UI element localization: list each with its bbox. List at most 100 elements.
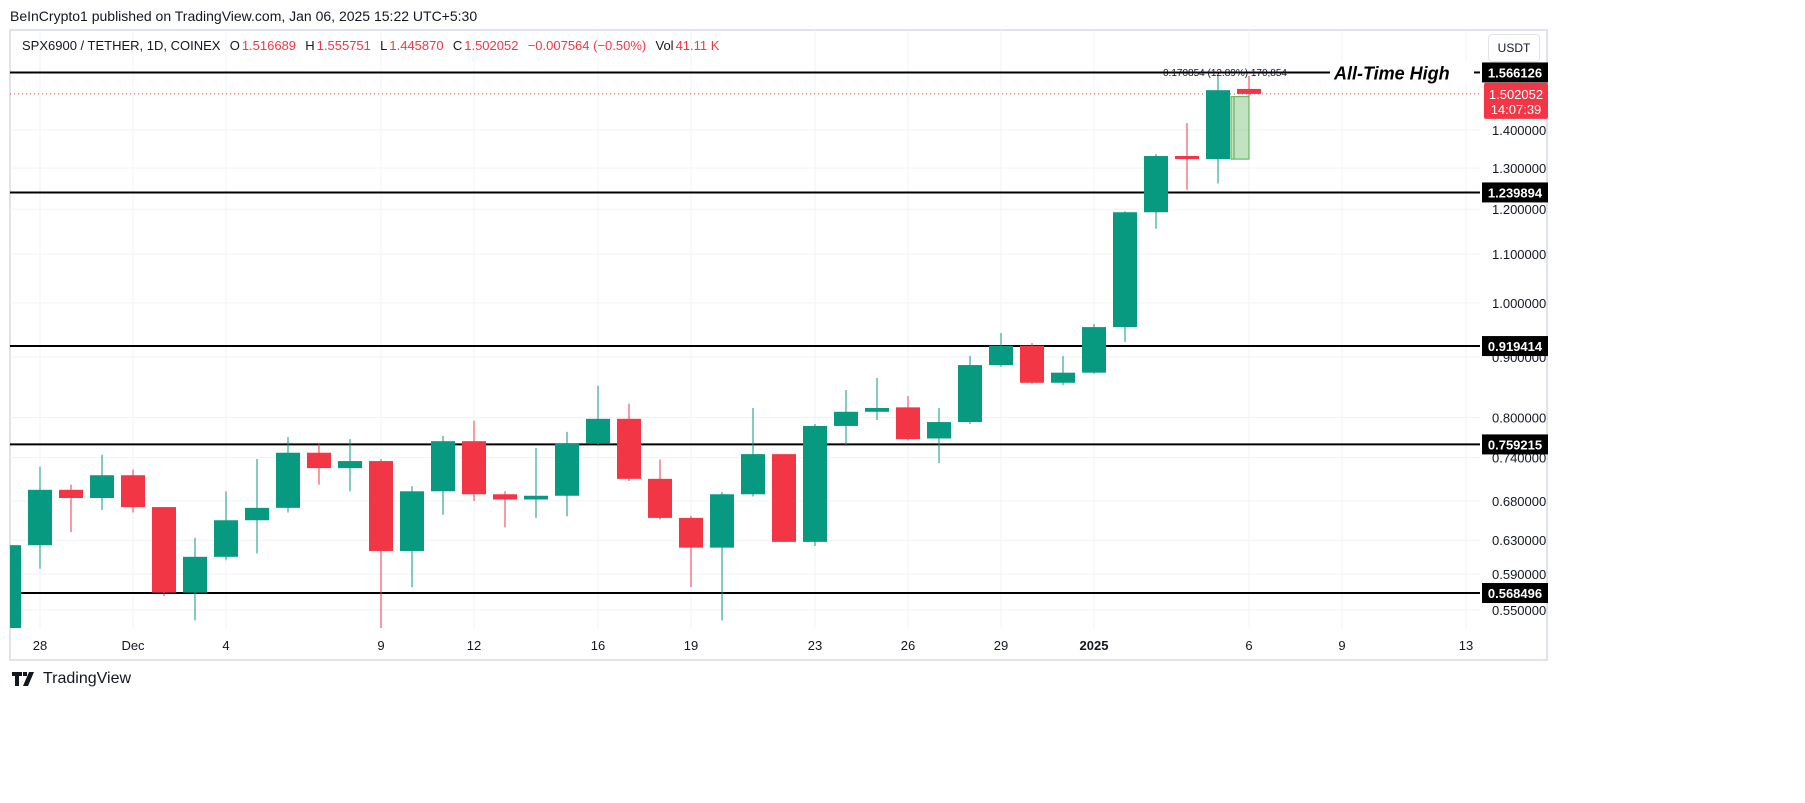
candle-body: [183, 556, 207, 593]
candle-up: [183, 537, 207, 621]
candle-down: [462, 420, 486, 502]
tradingview-logo-icon: [12, 672, 34, 686]
candle-body: [214, 520, 238, 557]
y-tick-label: 1.200000: [1492, 202, 1546, 217]
level-price-label-box: [1482, 583, 1548, 604]
level-price-label: 1.566126: [1488, 65, 1542, 80]
candle-up: [10, 545, 21, 628]
candle-body: [927, 422, 951, 439]
open-label: O: [229, 38, 240, 53]
tradingview-logo[interactable]: TradingView: [12, 670, 131, 688]
candle-up: [28, 466, 52, 569]
x-tick-label: 16: [591, 638, 605, 653]
x-tick-label: 13: [1459, 638, 1473, 653]
candle-body: [431, 441, 455, 492]
candle-body: [90, 475, 114, 499]
candle-body: [555, 443, 579, 496]
candle-body: [1237, 88, 1261, 94]
candle-down: [1175, 123, 1199, 190]
candle-body: [803, 425, 827, 542]
symbol-title[interactable]: SPX6900 / TETHER, 1D, COINEX: [22, 38, 221, 53]
level-price-label-box: [1482, 62, 1548, 83]
candle-body: [1051, 372, 1075, 383]
candle-up: [803, 423, 827, 546]
candle-down: [648, 459, 672, 520]
y-tick-label: 0.630000: [1492, 533, 1546, 548]
candle-up: [1206, 75, 1230, 184]
y-tick-label: 1.000000: [1492, 296, 1546, 311]
candle-body: [28, 489, 52, 546]
candle-body: [307, 452, 331, 469]
open-value: 1.516689: [241, 38, 297, 53]
publisher-line: BeInCrypto1 published on TradingView.com…: [10, 8, 478, 24]
candle-up: [90, 454, 114, 511]
x-tick-label: 29: [994, 638, 1008, 653]
price-range-measure: [1230, 96, 1250, 160]
candle-body: [276, 452, 300, 508]
x-tick-label: 19: [684, 638, 698, 653]
x-tick-label: 6: [1245, 638, 1252, 653]
candle-body: [834, 411, 858, 426]
candle-body: [10, 545, 21, 628]
level-price-label: 0.568496: [1488, 586, 1542, 601]
footer-logo-text: TradingView: [43, 670, 132, 687]
currency-button[interactable]: USDT: [1488, 34, 1540, 62]
candle-body: [865, 407, 889, 412]
high-label: H: [305, 38, 315, 53]
candle-body: [121, 475, 145, 508]
candle-up: [1144, 154, 1168, 229]
candle-body: [1113, 212, 1137, 328]
candle-body: [1175, 156, 1199, 160]
candle-down: [493, 491, 517, 528]
x-tick-label: Dec: [121, 638, 145, 653]
candle-body: [772, 454, 796, 542]
x-tick-label: 9: [377, 638, 384, 653]
candle-body: [59, 489, 83, 499]
high-value: 1.555751: [316, 38, 371, 53]
candle-body: [152, 507, 176, 593]
candle-body: [462, 441, 486, 495]
candle-down: [896, 396, 920, 441]
candle-up: [1113, 211, 1137, 342]
candle-body: [493, 494, 517, 500]
candle-body: [586, 418, 610, 444]
y-tick-label: 1.300000: [1492, 161, 1546, 176]
candle-up: [400, 486, 424, 588]
candle-body: [989, 345, 1013, 366]
candle-down: [121, 469, 145, 513]
level-price-label-box: [1482, 336, 1548, 357]
x-tick-label: 26: [901, 638, 915, 653]
level-price-label-box: [1482, 434, 1548, 455]
y-tick-label: 0.800000: [1492, 411, 1546, 426]
candle-body: [1144, 156, 1168, 213]
low-label: L: [380, 38, 388, 53]
candle-body: [958, 365, 982, 423]
candle-body: [896, 407, 920, 440]
candle-up: [1082, 323, 1106, 374]
level-price-label: 1.239894: [1488, 185, 1543, 200]
last-price-label: 1.502052: [1489, 87, 1543, 102]
close-label: C: [452, 38, 463, 53]
x-tick-label: 23: [808, 638, 822, 653]
candle-up: [710, 492, 734, 621]
x-tick-label: 9: [1338, 638, 1345, 653]
candle-body: [741, 454, 765, 495]
candle-up: [834, 390, 858, 446]
last-price-label-box: [1484, 82, 1548, 119]
candle-body: [338, 461, 362, 469]
volume-label: Vol: [655, 38, 674, 53]
candle-body: [1020, 345, 1044, 383]
close-value: 1.502052: [464, 38, 519, 53]
candle-up: [338, 439, 362, 492]
candle-down: [369, 458, 393, 628]
candle-up: [555, 431, 579, 517]
all-time-high-annotation: All-Time High: [1333, 63, 1450, 83]
candle-up: [741, 407, 765, 497]
level-price-label-box: [1482, 182, 1548, 203]
candle-up: [927, 407, 951, 464]
candle-body: [679, 517, 703, 548]
candle-up: [958, 355, 982, 424]
candle-body: [245, 507, 269, 521]
